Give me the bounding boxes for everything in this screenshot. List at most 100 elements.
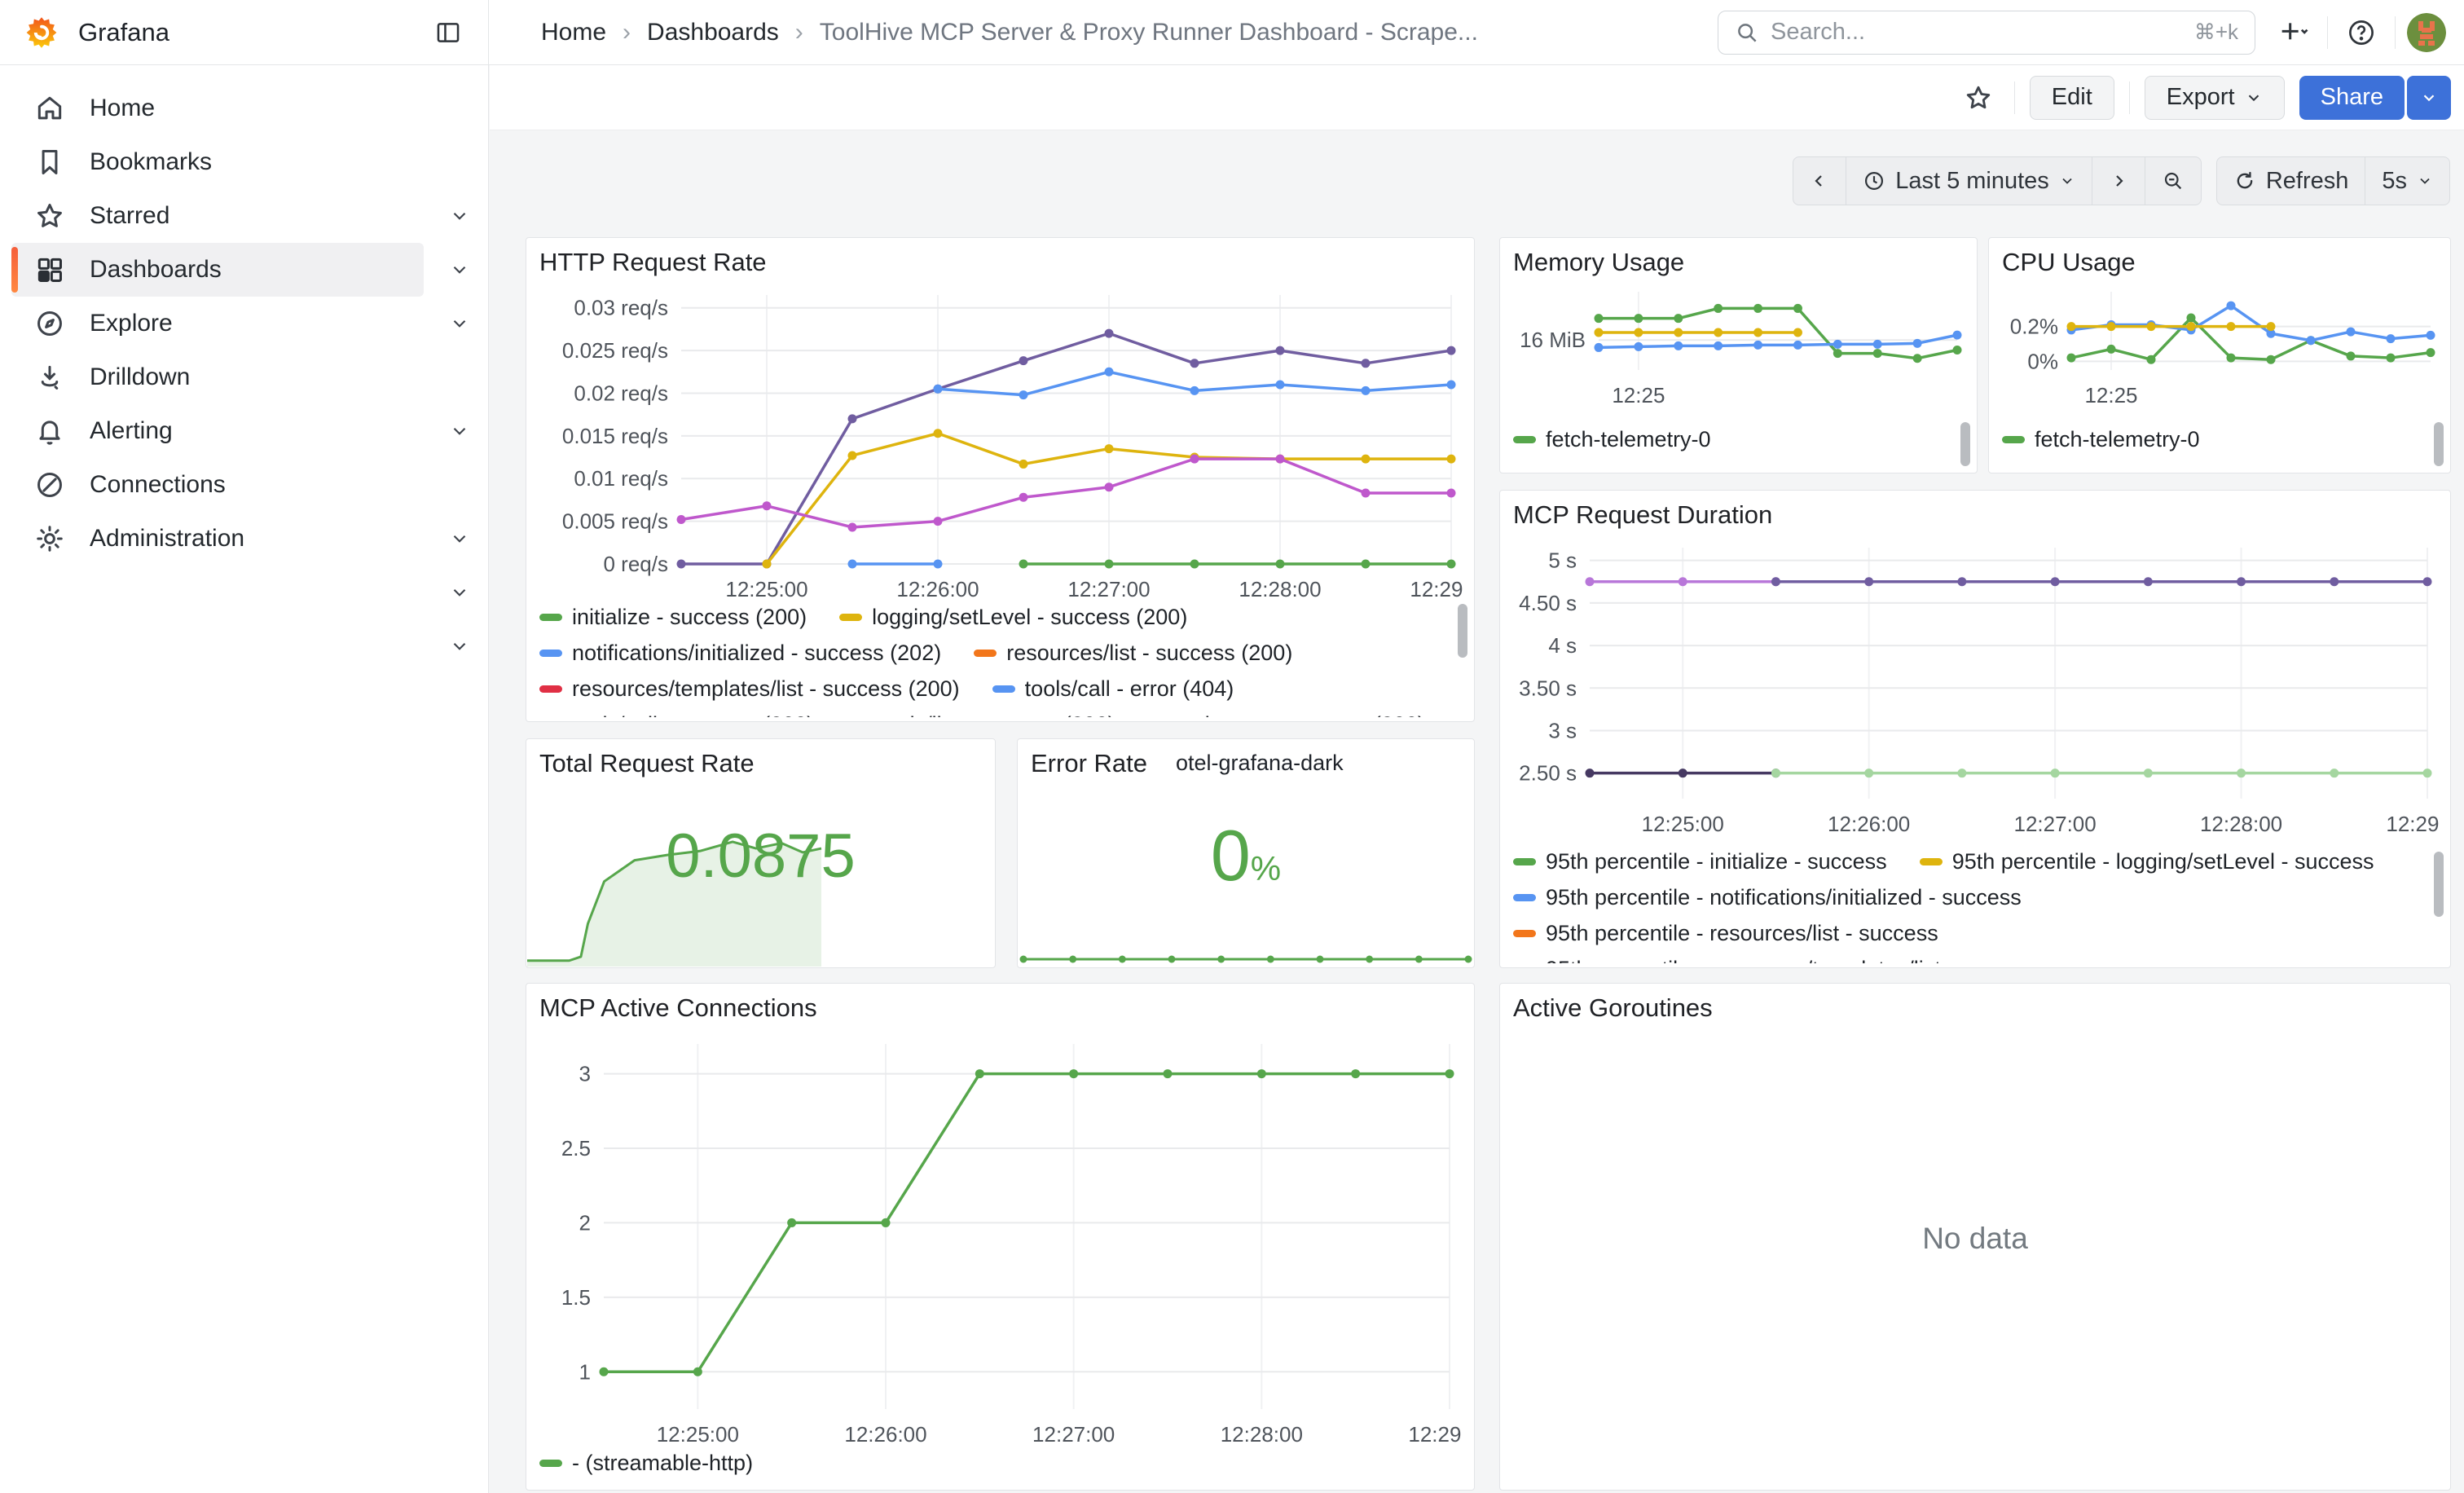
legend-item[interactable]: 95th percentile - logging/setLevel - suc… xyxy=(1920,848,2374,875)
sidebar-toggle-icon[interactable] xyxy=(428,12,469,53)
legend-item[interactable]: fetch-telemetry-0 xyxy=(2002,425,2200,453)
export-button[interactable]: Export xyxy=(2145,76,2285,120)
sidebar-item-starred[interactable]: Starred xyxy=(11,189,424,243)
legend-item[interactable]: 95th percentile - initialize - success xyxy=(1513,848,1887,875)
svg-text:12:29:00: 12:29:00 xyxy=(1410,577,1463,601)
time-forward-button[interactable] xyxy=(2092,157,2145,205)
svg-text:12:28:00: 12:28:00 xyxy=(2200,812,2282,836)
svg-text:0.025 req/s: 0.025 req/s xyxy=(562,338,668,363)
legend-scrollbar[interactable] xyxy=(2434,422,2444,466)
panel-title[interactable]: Total Request Rate xyxy=(539,749,755,778)
panel-title[interactable]: MCP Active Connections xyxy=(539,993,817,1023)
svg-text:12:25: 12:25 xyxy=(1612,383,1665,407)
sidebar-item-bookmarks[interactable]: Bookmarks xyxy=(11,135,424,189)
chevron-down-icon[interactable] xyxy=(437,297,482,350)
legend-scrollbar[interactable] xyxy=(1960,422,1970,466)
chevron-down-icon[interactable] xyxy=(437,566,482,619)
legend-item[interactable]: logging/setLevel - success (200) xyxy=(839,603,1187,631)
active-accent-bar xyxy=(11,247,18,293)
search-input[interactable] xyxy=(1771,19,2194,46)
edit-button[interactable]: Edit xyxy=(2030,76,2114,120)
panel-title[interactable]: HTTP Request Rate xyxy=(539,248,767,277)
no-data-message: No data xyxy=(1500,1222,2450,1256)
cpu-usage-chart[interactable]: 12:250%0.2% xyxy=(1994,280,2442,411)
svg-text:12:29:00: 12:29:00 xyxy=(2386,812,2439,836)
time-back-button[interactable] xyxy=(1793,157,1846,205)
panel-title[interactable]: Active Goroutines xyxy=(1513,993,1713,1023)
search-icon xyxy=(1735,20,1759,45)
sidebar-item-home[interactable]: Home xyxy=(11,81,424,135)
panel-title[interactable]: CPU Usage xyxy=(2002,248,2136,277)
memory-usage-chart[interactable]: 12:2516 MiB xyxy=(1505,280,1969,411)
http-request-rate-chart[interactable]: 12:25:0012:26:0012:27:0012:28:0012:29:00… xyxy=(535,284,1463,605)
legend-item[interactable]: fetch-telemetry-0 xyxy=(1513,425,1711,453)
legend-item[interactable]: unknown - success (200) xyxy=(1148,711,1425,717)
legend-item[interactable]: initialize - success (200) xyxy=(539,603,807,631)
chevron-down-icon[interactable] xyxy=(437,619,482,673)
time-range-picker[interactable]: Last 5 minutes xyxy=(1846,157,2092,205)
legend-item[interactable]: tools/list - success (200) xyxy=(847,711,1115,717)
sidebar-item-dashboards[interactable]: Dashboards xyxy=(11,243,424,297)
legend-item[interactable]: 95th percentile - resources/templates/li… xyxy=(1513,955,2039,963)
refresh-interval-picker[interactable]: 5s xyxy=(2365,157,2449,205)
legend-item[interactable]: notifications/initialized - success (202… xyxy=(539,639,941,667)
legend-item[interactable]: resources/list - success (200) xyxy=(974,639,1292,667)
sidebar-item-connections[interactable]: Connections xyxy=(11,458,424,512)
panel-title[interactable]: MCP Request Duration xyxy=(1513,500,1772,530)
svg-text:3.50 s: 3.50 s xyxy=(1519,676,1577,700)
error-rate-baseline xyxy=(1019,945,1473,967)
legend-item[interactable]: 95th percentile - resources/list - succe… xyxy=(1513,919,1938,947)
panel-title[interactable]: Memory Usage xyxy=(1513,248,1684,277)
breadcrumb-home[interactable]: Home xyxy=(541,19,606,46)
svg-text:0.2%: 0.2% xyxy=(2010,315,2058,339)
svg-text:5 s: 5 s xyxy=(1548,548,1577,573)
legend-swatch xyxy=(1513,930,1536,937)
bell-icon xyxy=(33,416,67,447)
svg-text:12:27:00: 12:27:00 xyxy=(2014,812,2097,836)
dashboard-canvas: Last 5 minutes Refresh 5s xyxy=(490,131,2464,1493)
svg-text:1: 1 xyxy=(579,1359,591,1384)
drilldown-icon xyxy=(33,362,67,393)
panel-title[interactable]: Error Rate xyxy=(1031,749,1147,778)
refresh-button[interactable]: Refresh xyxy=(2217,157,2365,205)
sidebar-item-label: Explore xyxy=(90,310,173,337)
svg-text:12:26:00: 12:26:00 xyxy=(1828,812,1910,836)
legend-item[interactable]: resources/templates/list - success (200) xyxy=(539,675,960,702)
legend-swatch xyxy=(539,614,562,621)
share-button[interactable]: Share xyxy=(2299,76,2405,120)
chevron-down-icon[interactable] xyxy=(437,243,482,297)
error-rate-value: 0% xyxy=(1018,814,1474,897)
sidebar-item-drilldown[interactable]: Drilldown xyxy=(11,350,424,404)
add-menu-button[interactable] xyxy=(2270,10,2316,55)
legend-item[interactable]: tools/call - success (200) xyxy=(539,711,814,717)
breadcrumb-dashboards[interactable]: Dashboards xyxy=(606,19,779,46)
sidebar-item-alerting[interactable]: Alerting xyxy=(11,404,424,458)
legend-scrollbar[interactable] xyxy=(1458,604,1467,658)
clock-icon xyxy=(1863,170,1885,192)
zoom-out-button[interactable] xyxy=(2145,157,2201,205)
avatar[interactable] xyxy=(2407,13,2446,52)
legend-item[interactable]: 95th percentile - notifications/initiali… xyxy=(1513,883,2022,911)
chevron-down-icon xyxy=(2420,89,2438,107)
mcp-active-connections-chart[interactable]: 12:25:0012:26:0012:27:0012:28:0012:29:00… xyxy=(535,1033,1461,1450)
legend-item[interactable]: tools/call - error (404) xyxy=(992,675,1234,702)
top-bar: Grafana Home Dashboards ToolHive MCP Ser… xyxy=(0,0,2464,65)
legend-item[interactable]: - (streamable-http) xyxy=(539,1449,753,1477)
sidebar-item-explore[interactable]: Explore xyxy=(11,297,424,350)
chevron-down-icon[interactable] xyxy=(437,404,482,458)
svg-text:12:26:00: 12:26:00 xyxy=(844,1422,926,1447)
favorite-star-icon[interactable] xyxy=(1957,77,2000,119)
sidebar-item-administration[interactable]: Administration xyxy=(11,512,424,566)
chevron-down-icon[interactable] xyxy=(437,512,482,566)
search-box[interactable]: ⌘+k xyxy=(1718,11,2255,55)
legend-swatch xyxy=(2002,436,2025,443)
legend-swatch xyxy=(839,614,862,621)
panel-memory-usage: Memory Usage 12:2516 MiB fetch-telemetry… xyxy=(1499,237,1978,473)
chevron-down-icon[interactable] xyxy=(437,189,482,243)
mcp-request-duration-chart[interactable]: 12:25:0012:26:0012:27:0012:28:0012:29:00… xyxy=(1508,536,2439,839)
share-menu-button[interactable] xyxy=(2407,76,2451,120)
legend-scrollbar[interactable] xyxy=(2434,852,2444,917)
grafana-logo-icon[interactable] xyxy=(23,14,60,51)
legend-swatch xyxy=(1513,858,1536,865)
help-icon[interactable] xyxy=(2339,11,2383,55)
